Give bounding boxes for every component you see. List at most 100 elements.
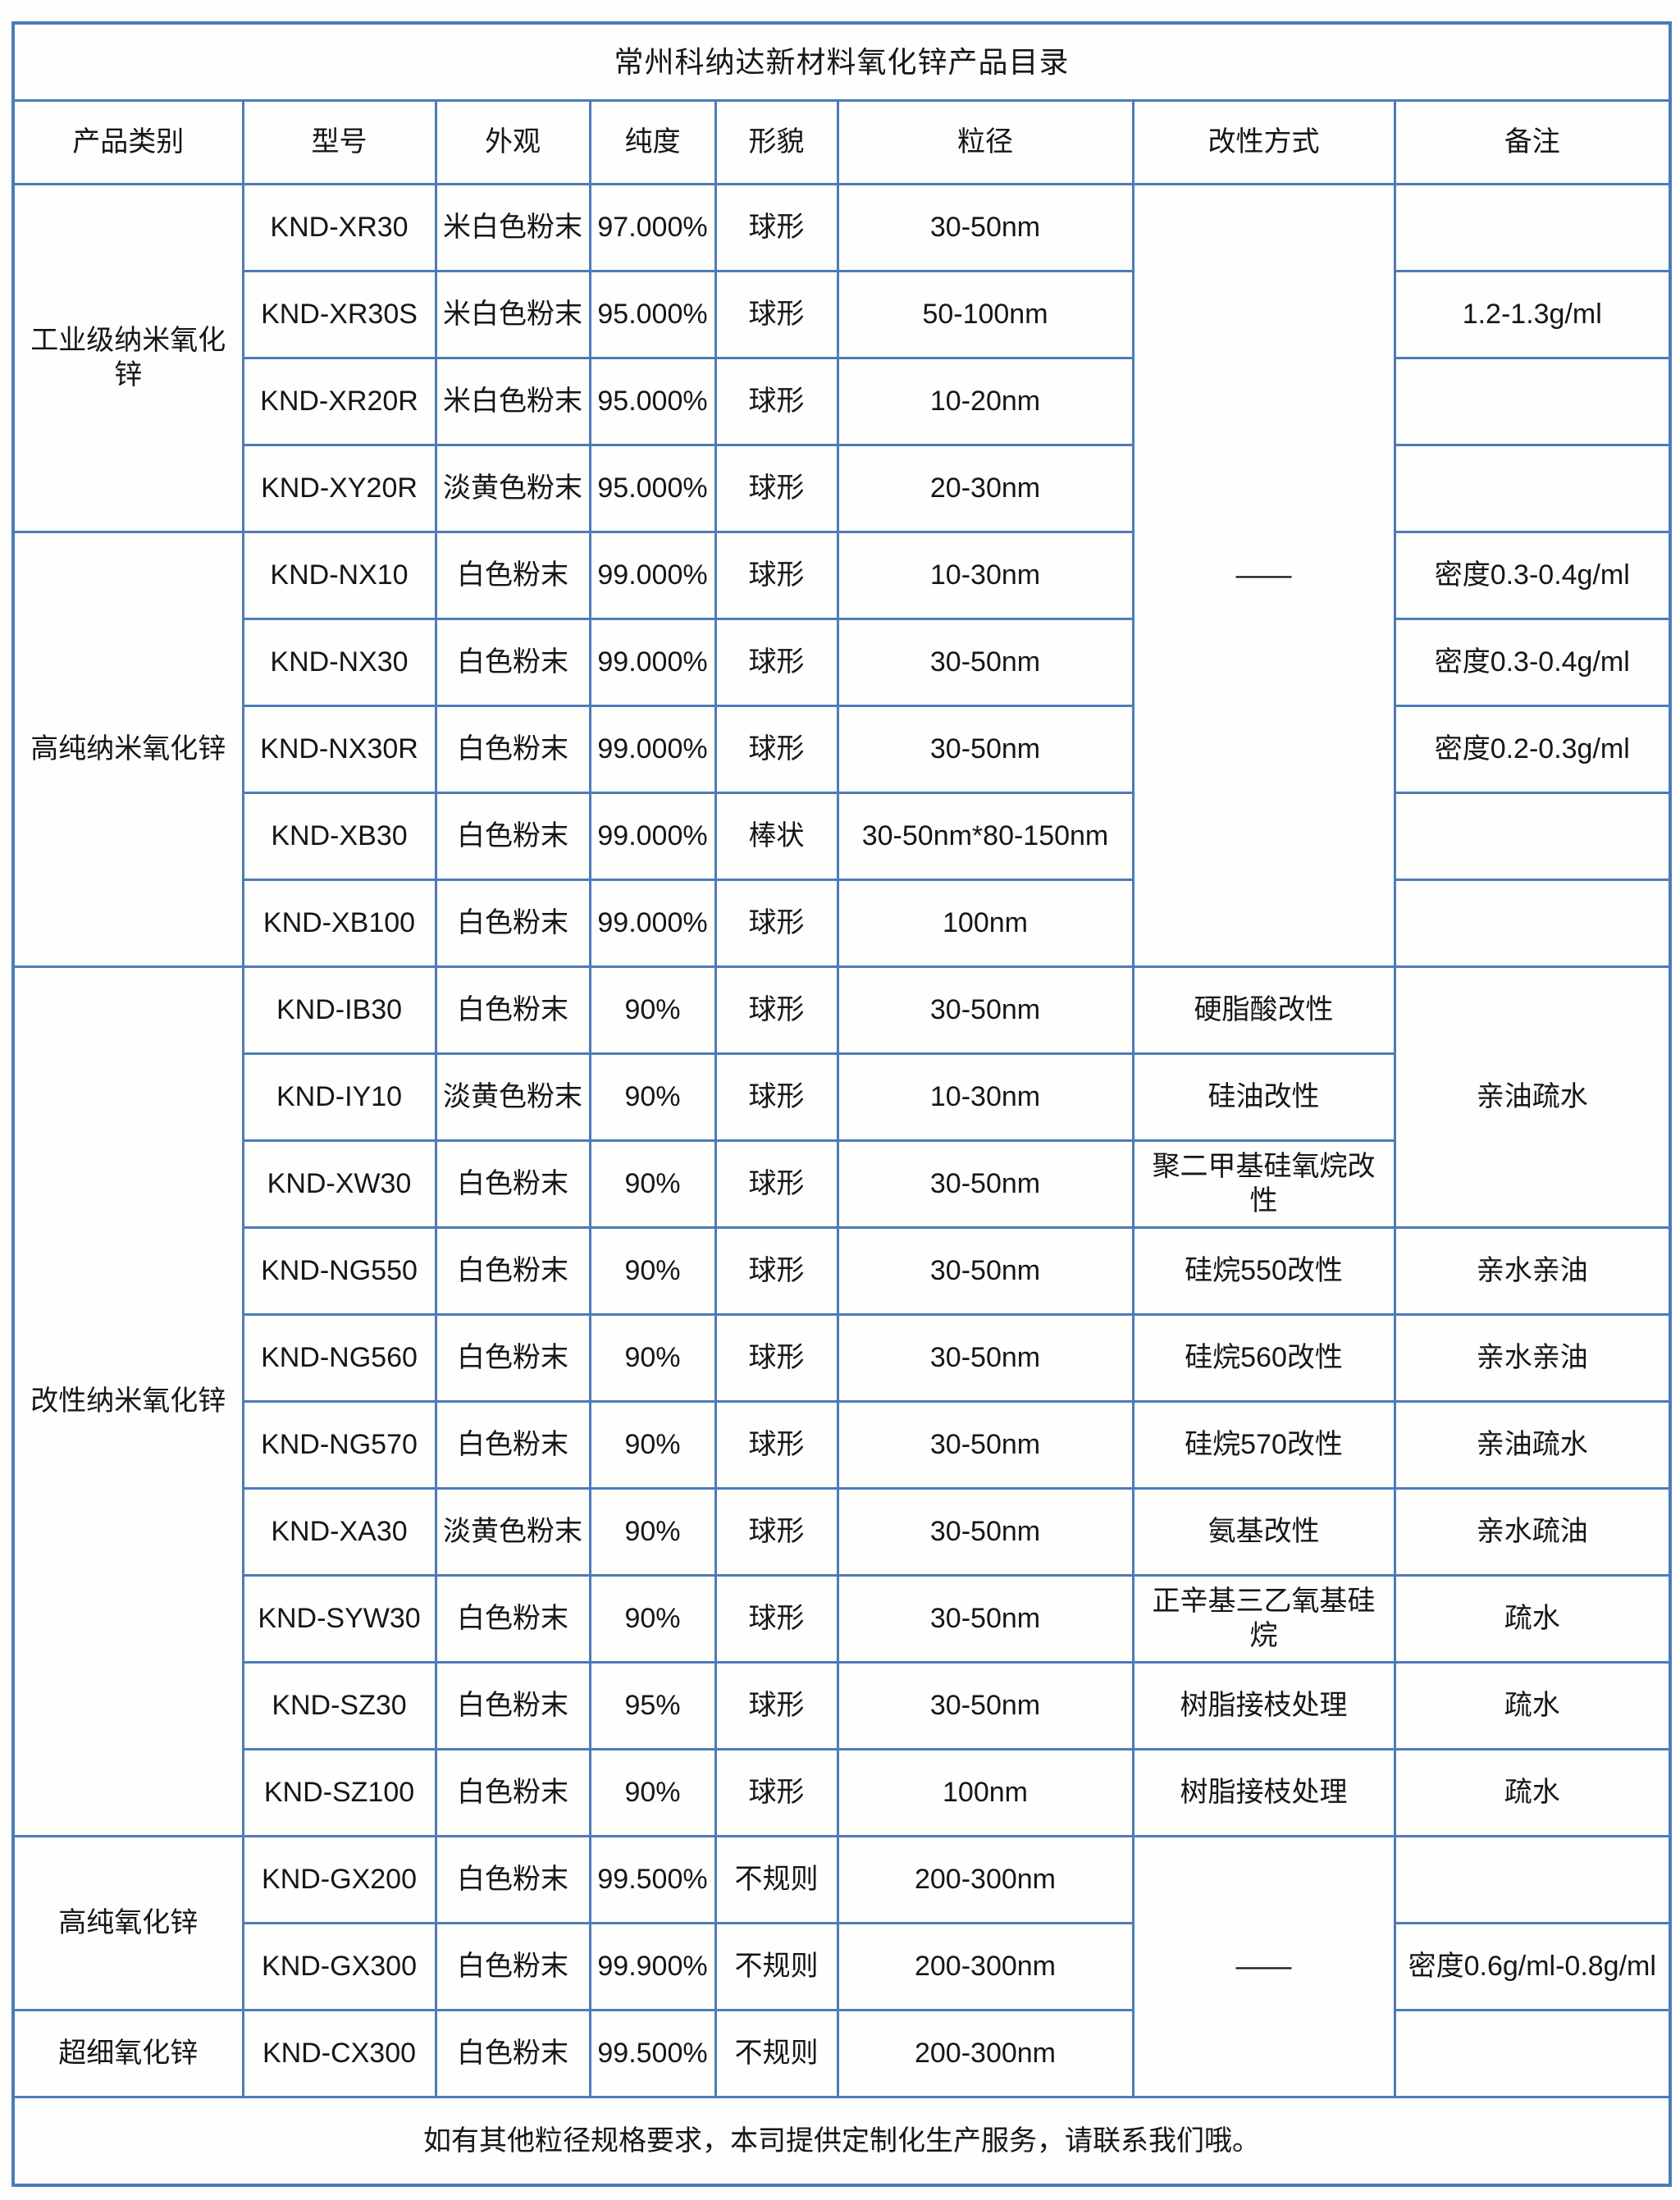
appearance-cell: 白色粉末 [434, 530, 591, 620]
note-cell [1393, 356, 1672, 446]
purity-cell: 99.000% [588, 617, 717, 707]
model-cell: KND-NX30R [241, 704, 437, 794]
model-cell: KND-NG570 [241, 1399, 437, 1490]
modification-cell: 正辛基三乙氧基硅烷 [1131, 1573, 1396, 1664]
purity-cell: 95.000% [588, 443, 717, 533]
size-cell: 30-50nm [836, 704, 1134, 794]
purity-cell: 95.000% [588, 269, 717, 359]
model-cell: KND-XR30 [241, 182, 437, 272]
modification-cell: 硅烷570改性 [1131, 1399, 1396, 1490]
footer-row: 如有其他粒径规格要求，本司提供定制化生产服务，请联系我们哦。 [11, 2095, 1672, 2187]
note-cell: 疏水 [1393, 1747, 1672, 1837]
purity-cell: 99.000% [588, 878, 717, 968]
note-cell: 密度0.2-0.3g/ml [1393, 704, 1672, 794]
appearance-cell: 白色粉末 [434, 1226, 591, 1316]
footer-note: 如有其他粒径规格要求，本司提供定制化生产服务，请联系我们哦。 [11, 2095, 1672, 2187]
model-cell: KND-GX200 [241, 1834, 437, 1924]
size-cell: 20-30nm [836, 443, 1134, 533]
note-cell: 疏水 [1393, 1660, 1672, 1750]
shape-cell: 球形 [714, 1747, 839, 1837]
purity-cell: 90% [588, 1573, 717, 1664]
model-cell: KND-XW30 [241, 1139, 437, 1229]
model-cell: KND-NG560 [241, 1312, 437, 1403]
note-cell: 密度0.3-0.4g/ml [1393, 530, 1672, 620]
table-row: KND-XR20R 米白色粉末 95.000% 球形 10-20nm [13, 356, 1672, 446]
shape-cell: 球形 [714, 443, 839, 533]
note-cell: 亲水疏油 [1393, 1486, 1672, 1577]
model-cell: KND-XR20R [241, 356, 437, 446]
note-cell: 密度0.6g/ml-0.8g/ml [1393, 1921, 1672, 2011]
table-row: KND-NG550 白色粉末 90% 球形 30-50nm 硅烷550改性 亲水… [13, 1226, 1672, 1316]
note-cell: 亲水亲油 [1393, 1312, 1672, 1403]
appearance-cell: 白色粉末 [434, 1747, 591, 1837]
model-cell: KND-XB100 [241, 878, 437, 968]
shape-cell: 球形 [714, 1226, 839, 1316]
size-cell: 30-50nm [836, 1226, 1134, 1316]
table-row: KND-NX30R 白色粉末 99.000% 球形 30-50nm 密度0.2-… [13, 704, 1672, 794]
table-row: KND-NG560 白色粉末 90% 球形 30-50nm 硅烷560改性 亲水… [13, 1312, 1672, 1403]
note-cell [1393, 2008, 1672, 2098]
table-row: KND-XR30S 米白色粉末 95.000% 球形 50-100nm 1.2-… [13, 269, 1672, 359]
col-header-model: 型号 [241, 98, 437, 185]
table-row: KND-SZ100 白色粉末 90% 球形 100nm 树脂接枝处理 疏水 [13, 1747, 1672, 1837]
shape-cell: 棒状 [714, 791, 839, 881]
shape-cell: 不规则 [714, 1921, 839, 2011]
category-cell: 超细氧化锌 [11, 2008, 244, 2098]
category-cell: 工业级纳米氧化锌 [11, 182, 244, 533]
table-row: KND-XB30 白色粉末 99.000% 棒状 30-50nm*80-150n… [13, 791, 1672, 881]
appearance-cell: 米白色粉末 [434, 269, 591, 359]
appearance-cell: 白色粉末 [434, 1573, 591, 1664]
size-cell: 30-50nm [836, 965, 1134, 1055]
modification-cell: 聚二甲基硅氧烷改性 [1131, 1139, 1396, 1229]
size-cell: 10-30nm [836, 530, 1134, 620]
size-cell: 200-300nm [836, 1921, 1134, 2011]
table-row: 高纯氧化锌 KND-GX200 白色粉末 99.500% 不规则 200-300… [11, 1834, 1672, 2098]
appearance-cell: 白色粉末 [434, 704, 591, 794]
model-cell: KND-IB30 [241, 965, 437, 1055]
table-row: 工业级纳米氧化锌 KND-XR30 米白色粉末 97.000% 球形 30-50… [11, 182, 1672, 968]
appearance-cell: 淡黄色粉末 [434, 1486, 591, 1577]
model-cell: KND-NX30 [241, 617, 437, 707]
shape-cell: 球形 [714, 530, 839, 620]
purity-cell: 90% [588, 1312, 717, 1403]
purity-cell: 99.000% [588, 704, 717, 794]
size-cell: 30-50nm [836, 1399, 1134, 1490]
appearance-cell: 白色粉末 [434, 1921, 591, 2011]
table-row: 改性纳米氧化锌 KND-IB30 白色粉末 90% 球形 30-50nm 硬脂酸… [11, 965, 1672, 1837]
category-cell: 高纯氧化锌 [11, 1834, 244, 2011]
shape-cell: 球形 [714, 1660, 839, 1750]
model-cell: KND-NX10 [241, 530, 437, 620]
header-row: 产品类别 型号 外观 纯度 形貌 粒径 改性方式 备注 [11, 98, 1672, 185]
appearance-cell: 白色粉末 [434, 1399, 591, 1490]
shape-cell: 球形 [714, 356, 839, 446]
note-merged-cell: 亲油疏水 [1393, 965, 1672, 1229]
table-row: KND-GX300 白色粉末 99.900% 不规则 200-300nm 密度0… [13, 1921, 1672, 2011]
size-cell: 30-50nm [836, 1573, 1134, 1664]
table-row: KND-XA30 淡黄色粉末 90% 球形 30-50nm 氨基改性 亲水疏油 [13, 1486, 1672, 1577]
model-cell: KND-CX300 [241, 2008, 437, 2098]
model-cell: KND-SZ100 [241, 1747, 437, 1837]
model-cell: KND-IY10 [241, 1052, 437, 1142]
col-header-appearance: 外观 [434, 98, 591, 185]
appearance-cell: 白色粉末 [434, 1834, 591, 1924]
table-row: KND-XB100 白色粉末 99.000% 球形 100nm [13, 878, 1672, 968]
table-row: 高纯纳米氧化锌 KND-NX10 白色粉末 99.000% 球形 10-30nm… [11, 530, 1672, 968]
shape-cell: 不规则 [714, 1834, 839, 1924]
note-cell [1393, 791, 1672, 881]
size-cell: 30-50nm [836, 1312, 1134, 1403]
shape-cell: 球形 [714, 704, 839, 794]
spreadsheet: 常州科纳达新材料氧化锌产品目录 产品类别 型号 外观 纯度 形貌 粒径 改性方式… [11, 21, 1673, 2187]
purity-cell: 90% [588, 1052, 717, 1142]
appearance-cell: 白色粉末 [434, 965, 591, 1055]
shape-cell: 球形 [714, 1312, 839, 1403]
appearance-cell: 白色粉末 [434, 878, 591, 968]
size-cell: 30-50nm [836, 182, 1134, 272]
shape-cell: 球形 [714, 269, 839, 359]
col-header-size: 粒径 [836, 98, 1134, 185]
purity-cell: 99.900% [588, 1921, 717, 2011]
size-cell: 30-50nm [836, 617, 1134, 707]
category-cell: 高纯纳米氧化锌 [11, 530, 244, 968]
appearance-cell: 白色粉末 [434, 617, 591, 707]
appearance-cell: 淡黄色粉末 [434, 443, 591, 533]
table-row: KND-NG570 白色粉末 90% 球形 30-50nm 硅烷570改性 亲油… [13, 1399, 1672, 1490]
